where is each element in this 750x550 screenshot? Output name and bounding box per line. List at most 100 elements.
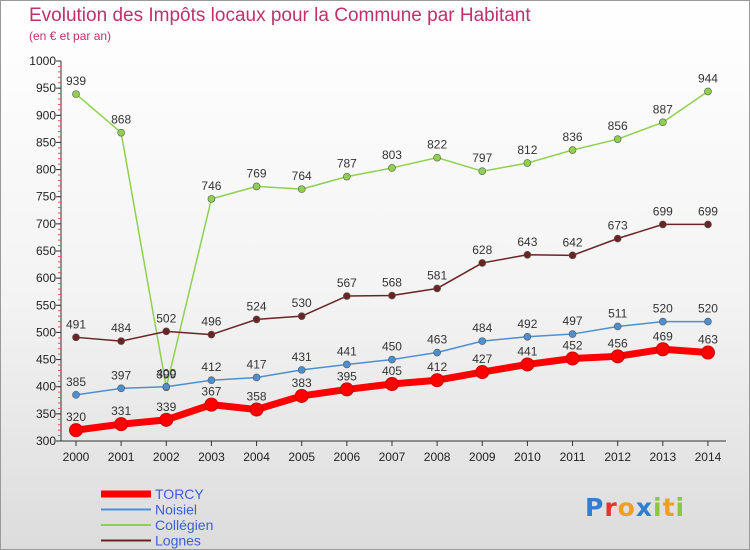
data-label: 803 [382, 148, 402, 162]
data-label: 673 [608, 219, 628, 233]
data-label: 699 [698, 204, 718, 218]
data-point [568, 146, 577, 154]
data-label: 358 [247, 390, 267, 404]
y-tick-label: 550 [36, 298, 56, 312]
data-point [204, 397, 219, 412]
data-label: 427 [472, 352, 492, 366]
data-label: 484 [472, 321, 492, 335]
data-label: 836 [563, 130, 583, 144]
legend-label: Lognes [155, 533, 201, 549]
y-tick-label: 750 [36, 190, 56, 204]
data-point [114, 417, 129, 432]
data-point [297, 312, 306, 320]
x-tick-label: 2012 [604, 450, 631, 464]
data-point [565, 351, 580, 366]
data-label: 497 [563, 314, 583, 328]
data-point [613, 135, 622, 143]
data-label: 412 [427, 360, 447, 374]
data-point [72, 90, 80, 98]
data-point [388, 291, 396, 300]
data-point [159, 412, 174, 427]
data-point [343, 360, 351, 369]
y-tick-label: 300 [36, 434, 56, 448]
data-point [704, 317, 712, 326]
logo-letter: t [662, 493, 676, 522]
proxiti-logo: Proxiti [585, 493, 685, 522]
data-point [610, 349, 625, 364]
data-point [613, 234, 622, 243]
data-label: 395 [337, 369, 357, 383]
logo-letter: r [604, 493, 618, 522]
data-point [72, 333, 80, 342]
data-point [252, 373, 261, 382]
data-point [700, 345, 715, 360]
data-point [162, 327, 171, 336]
data-point [294, 388, 309, 403]
data-label: 405 [382, 364, 402, 378]
data-label: 484 [111, 321, 131, 335]
data-label: 397 [111, 368, 131, 382]
data-point [297, 185, 306, 193]
data-label: 450 [382, 340, 402, 354]
x-tick-label: 2006 [333, 450, 360, 464]
data-label: 417 [247, 357, 267, 371]
data-label: 385 [66, 375, 86, 389]
x-tick-label: 2005 [288, 450, 315, 464]
y-tick-label: 500 [36, 325, 56, 339]
data-point [704, 87, 712, 96]
y-tick-label: 350 [36, 407, 56, 421]
data-label: 643 [517, 235, 537, 249]
data-point [297, 366, 306, 374]
logo-letter: i [675, 493, 686, 522]
data-label: 400 [156, 367, 176, 381]
data-label: 469 [653, 329, 673, 343]
x-tick-label: 2010 [514, 450, 541, 464]
data-point [207, 376, 216, 385]
data-point [478, 167, 487, 175]
data-point [520, 357, 535, 372]
data-point [207, 195, 216, 203]
data-point [117, 337, 125, 345]
data-point [69, 423, 83, 438]
data-point [523, 332, 532, 341]
data-label: 491 [66, 317, 86, 331]
data-point [117, 384, 125, 393]
data-label: 812 [517, 143, 537, 157]
data-label: 822 [427, 138, 447, 152]
x-tick-label: 2004 [243, 450, 270, 464]
data-label: 331 [111, 404, 131, 418]
legend-label: TORCY [155, 486, 204, 502]
data-point [704, 220, 712, 229]
data-label: 769 [247, 166, 267, 180]
x-tick-label: 2009 [469, 450, 496, 464]
data-point [659, 118, 667, 127]
data-point [252, 182, 261, 191]
data-label: 581 [427, 268, 447, 282]
data-label: 939 [66, 74, 86, 88]
y-tick-label: 400 [36, 380, 56, 394]
data-point [433, 348, 441, 357]
logo-letter: x [635, 493, 653, 522]
data-label: 524 [247, 299, 267, 313]
y-tick-label: 450 [36, 353, 56, 367]
data-point [478, 337, 487, 345]
logo-letter: o [617, 493, 636, 522]
data-point [659, 220, 667, 229]
logo-letter: P [585, 493, 605, 522]
x-tick-label: 2008 [424, 450, 451, 464]
data-label: 383 [292, 376, 312, 390]
data-point [475, 365, 490, 380]
data-point [162, 382, 171, 391]
data-label: 463 [427, 333, 447, 347]
data-point [249, 402, 264, 417]
data-label: 412 [201, 360, 221, 374]
data-label: 642 [563, 235, 583, 249]
data-point [72, 391, 80, 399]
data-label: 520 [653, 302, 673, 316]
x-tick-label: 2001 [108, 450, 135, 464]
y-tick-label: 850 [36, 135, 56, 149]
data-label: 568 [382, 276, 402, 290]
y-tick-label: 900 [36, 108, 56, 122]
